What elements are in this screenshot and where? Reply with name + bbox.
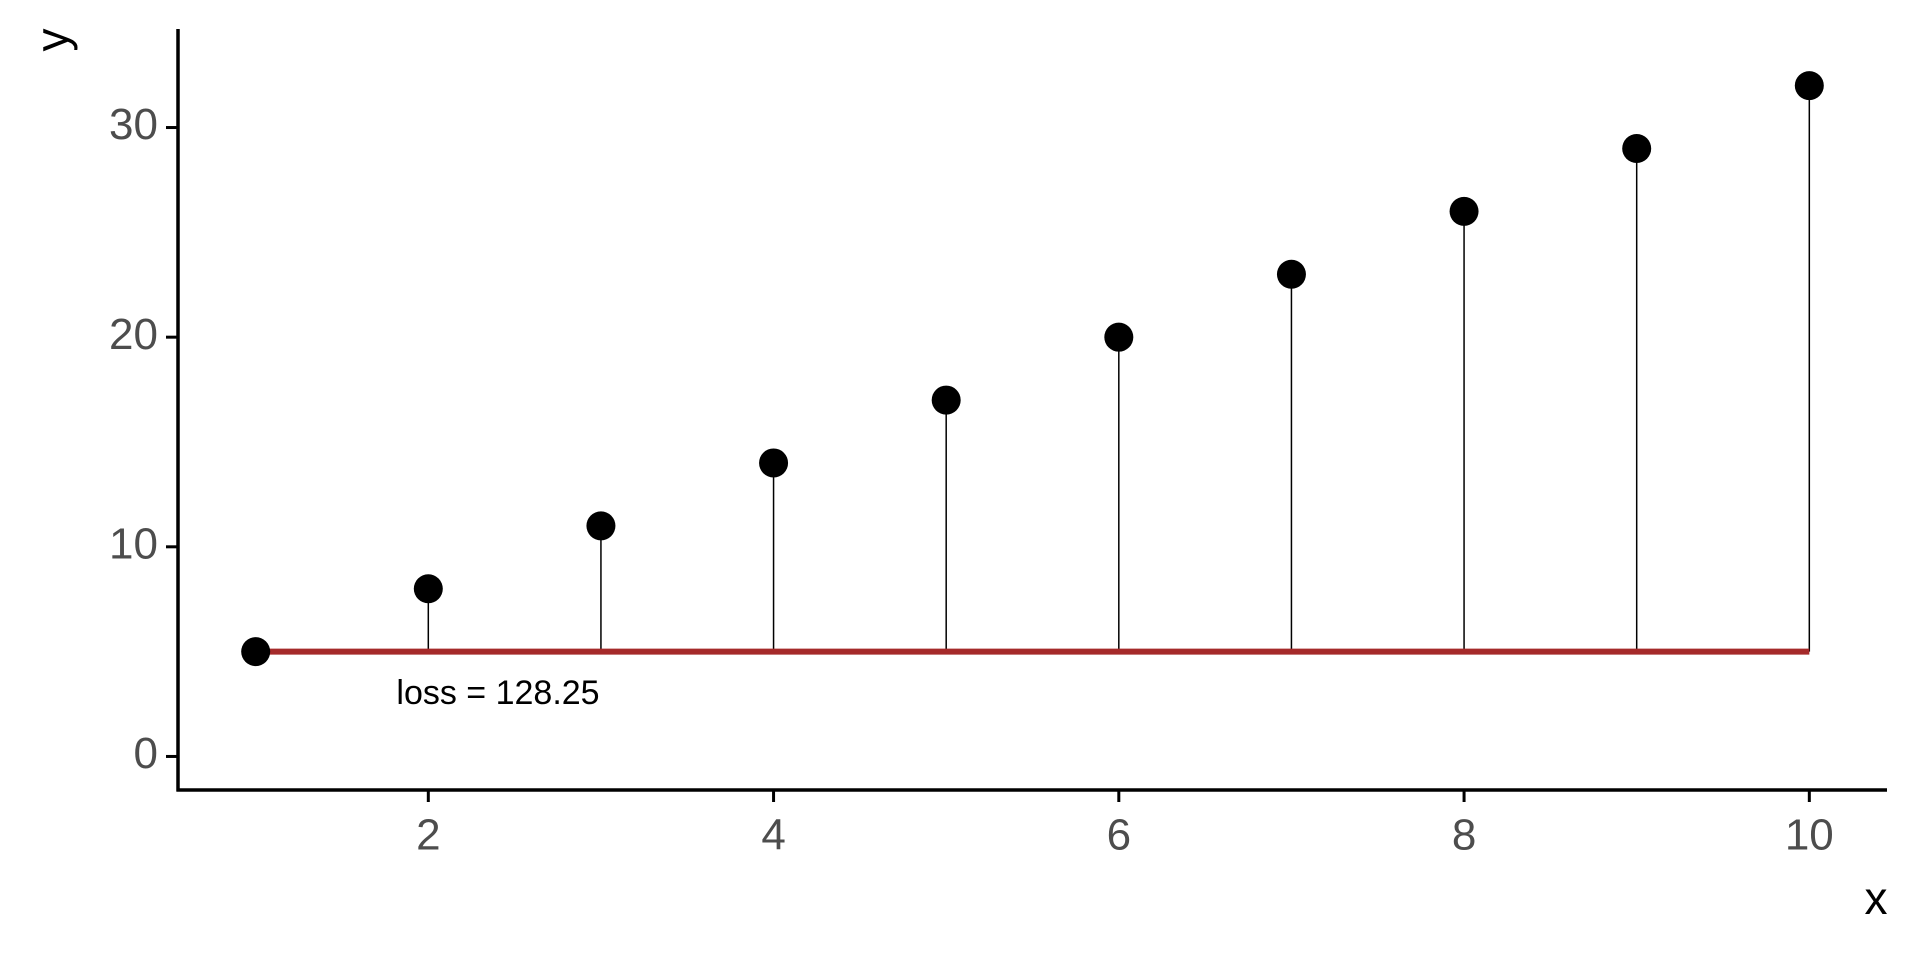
x-tick-label: 8 (1452, 811, 1476, 860)
point (1622, 133, 1652, 163)
point (413, 574, 443, 604)
x-tick-label: 10 (1785, 811, 1834, 860)
x-tick-label: 6 (1107, 811, 1131, 860)
point (241, 637, 271, 667)
y-axis-title: y (26, 29, 78, 52)
point (1104, 322, 1134, 352)
point (1449, 196, 1479, 226)
y-tick-label: 30 (109, 100, 158, 149)
y-tick-label: 10 (109, 519, 158, 568)
y-tick-label: 20 (109, 310, 158, 359)
point (1276, 259, 1306, 289)
point (759, 448, 789, 478)
y-tick-label: 0 (134, 729, 158, 778)
x-axis-title: x (1865, 872, 1888, 924)
x-tick-label: 2 (416, 811, 440, 860)
x-tick-label: 4 (761, 811, 785, 860)
point (931, 385, 961, 415)
point (586, 511, 616, 541)
point (1794, 71, 1824, 101)
annotation: loss = 128.25 (396, 674, 599, 712)
